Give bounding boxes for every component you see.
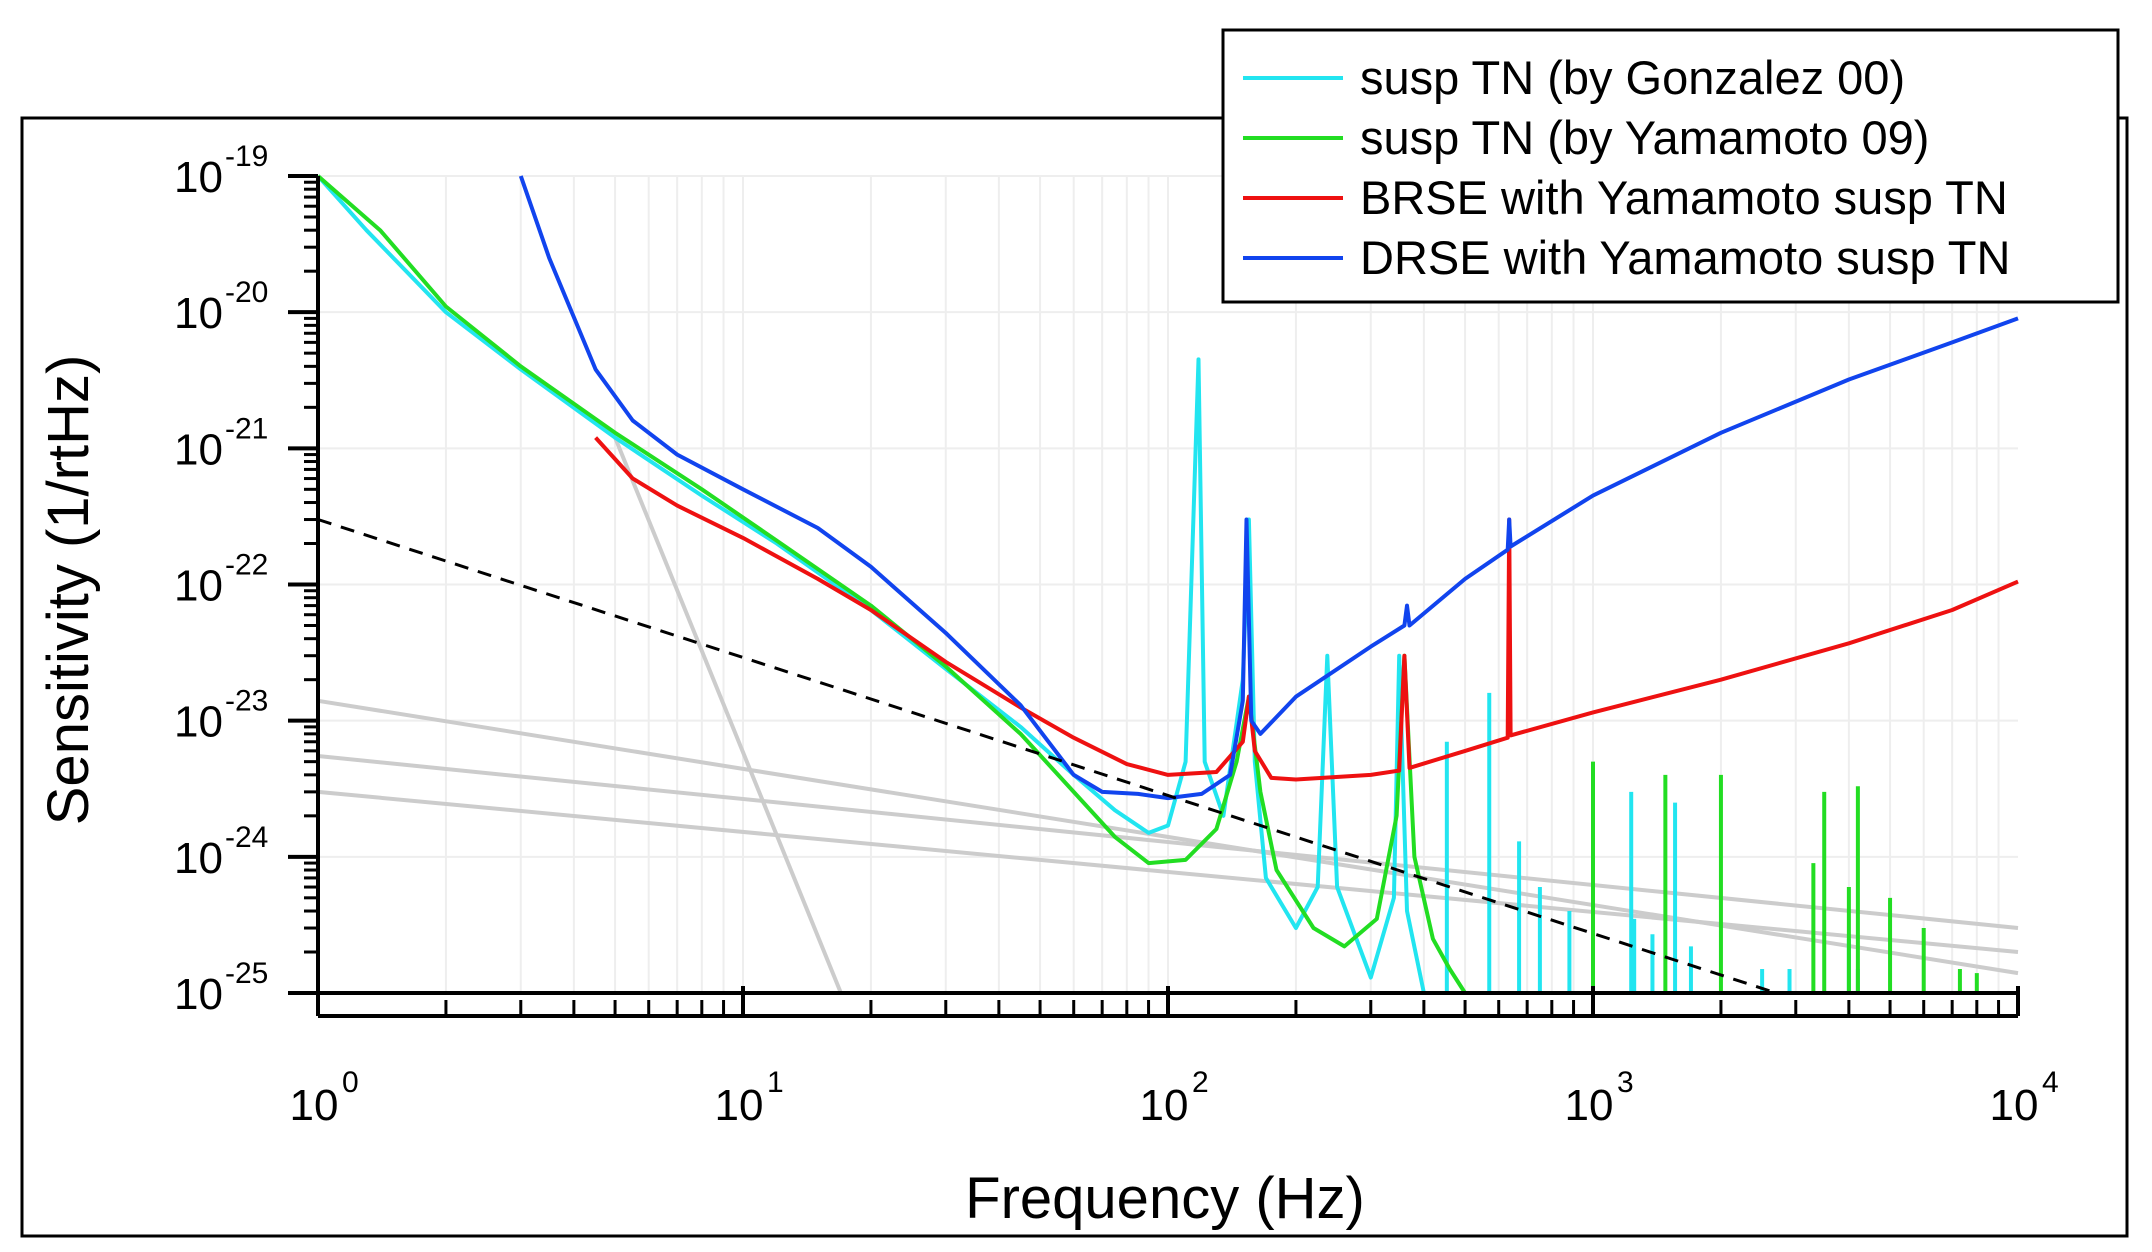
y-tick-label: 10 (174, 834, 223, 883)
series-line (594, 436, 2019, 782)
series-line (518, 175, 2019, 801)
legend-label: DRSE with Yamamoto susp TN (1360, 231, 2010, 284)
y-tick-label: 10 (174, 289, 223, 338)
y-tick-exponent: -21 (225, 412, 268, 445)
y-tick-exponent: -20 (225, 276, 268, 309)
x-tick-label: 10 (1990, 1081, 2039, 1130)
x-tick-exponent: 2 (1192, 1066, 1209, 1099)
reference-line (317, 789, 2019, 954)
x-tick-label: 10 (715, 1081, 764, 1130)
x-tick-label: 10 (290, 1081, 339, 1130)
legend-box (1221, 28, 2120, 304)
x-tick-label: 10 (1565, 1081, 1614, 1130)
x-tick-label: 10 (1140, 1081, 1189, 1130)
y-tick-exponent: -24 (225, 821, 268, 854)
y-tick-label: 10 (174, 562, 223, 611)
x-tick-exponent: 1 (767, 1066, 784, 1099)
legend: susp TN (by Gonzalez 00) susp TN (by Yama… (1221, 28, 2120, 304)
y-axis-title: Sensitivity (1/rtHz) (36, 355, 101, 826)
y-tick-exponent: -19 (225, 140, 268, 173)
y-tick-label: 10 (174, 970, 223, 1019)
legend-label: BRSE with Yamamoto susp TN (1360, 171, 2008, 224)
outer-frame (20, 116, 2129, 1238)
y-tick-exponent: -23 (225, 685, 268, 718)
legend-label: susp TN (by Yamamoto 09) (1360, 111, 1929, 164)
x-axis-title: Frequency (Hz) (965, 1166, 1365, 1231)
series-layer (316, 174, 2019, 995)
reference-line (613, 436, 843, 994)
reference-line (317, 754, 2019, 930)
series-line (317, 518, 1777, 995)
legend-label: susp TN (by Gonzalez 00) (1360, 51, 1905, 104)
reference-lines (317, 436, 2019, 994)
series-line (316, 174, 1426, 994)
grid-layer (317, 175, 2018, 994)
x-tick-exponent: 0 (342, 1066, 359, 1099)
y-tick-label: 10 (174, 425, 223, 474)
y-tick-exponent: -25 (225, 957, 268, 990)
reference-line (317, 698, 2019, 976)
y-tick-label: 10 (174, 153, 223, 202)
x-tick-exponent: 3 (1617, 1066, 1634, 1099)
x-tick-exponent: 4 (2042, 1066, 2059, 1099)
y-tick-label: 10 (174, 698, 223, 747)
y-tick-exponent: -22 (225, 549, 268, 582)
